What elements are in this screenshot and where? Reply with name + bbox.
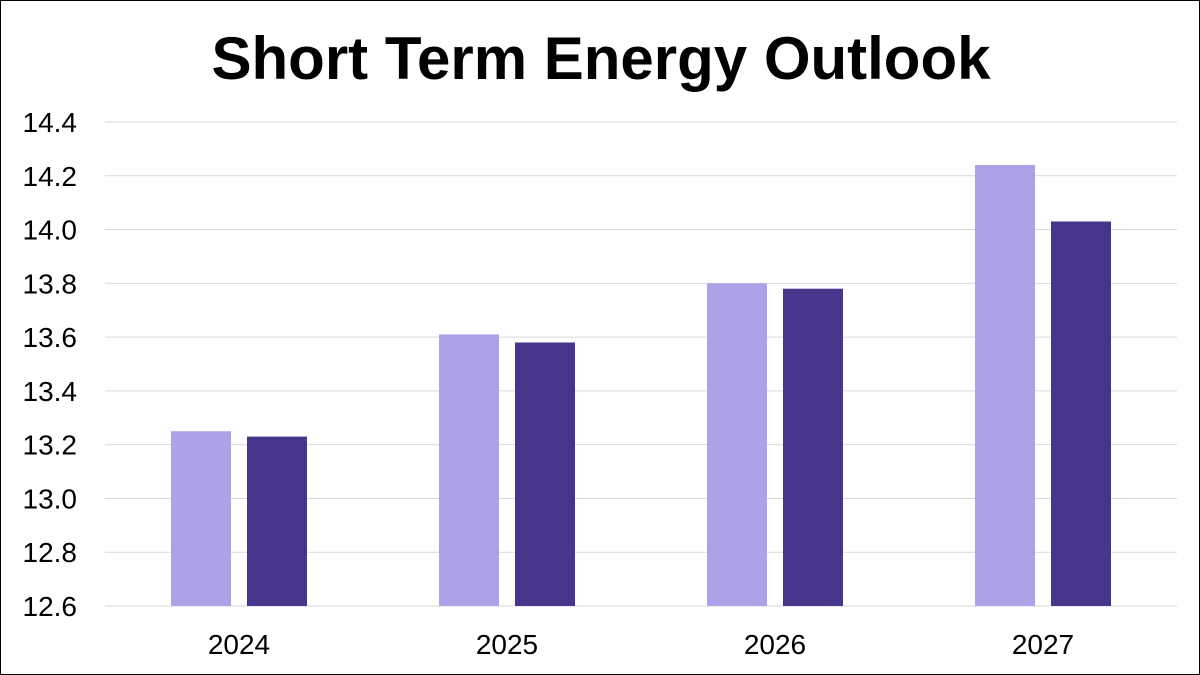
chart-title: Short Term Energy Outlook [212, 25, 992, 92]
x-tick-label: 2027 [1012, 629, 1074, 660]
x-tick-label: 2025 [476, 629, 538, 660]
y-tick-label: 12.6 [23, 591, 78, 622]
bars [171, 165, 1111, 606]
x-axis-ticks: 2024 2025 2026 2027 [208, 629, 1074, 660]
y-tick-label: 13.2 [23, 430, 78, 461]
bar-2026-series-2 [783, 288, 843, 606]
y-tick-label: 13.4 [23, 376, 78, 407]
bar-2024-series-2 [247, 436, 307, 606]
bar-2026-series-1 [707, 283, 767, 606]
y-tick-label: 13.8 [23, 268, 78, 299]
y-tick-label: 13.0 [23, 483, 78, 514]
bar-2027-series-1 [975, 165, 1035, 606]
bar-2027-series-2 [1051, 221, 1111, 606]
y-tick-label: 14.0 [23, 215, 78, 246]
y-tick-label: 14.2 [23, 161, 78, 192]
y-tick-label: 14.4 [23, 107, 78, 138]
y-tick-label: 13.6 [23, 322, 78, 353]
x-tick-label: 2026 [744, 629, 806, 660]
bar-2025-series-1 [439, 334, 499, 606]
bar-2025-series-2 [515, 342, 575, 606]
x-tick-label: 2024 [208, 629, 270, 660]
bar-2024-series-1 [171, 431, 231, 606]
y-axis-ticks: 12.6 12.8 13.0 13.2 13.4 13.6 13.8 14.0 14.2 14.4 [23, 107, 78, 622]
y-tick-label: 12.8 [23, 537, 78, 568]
